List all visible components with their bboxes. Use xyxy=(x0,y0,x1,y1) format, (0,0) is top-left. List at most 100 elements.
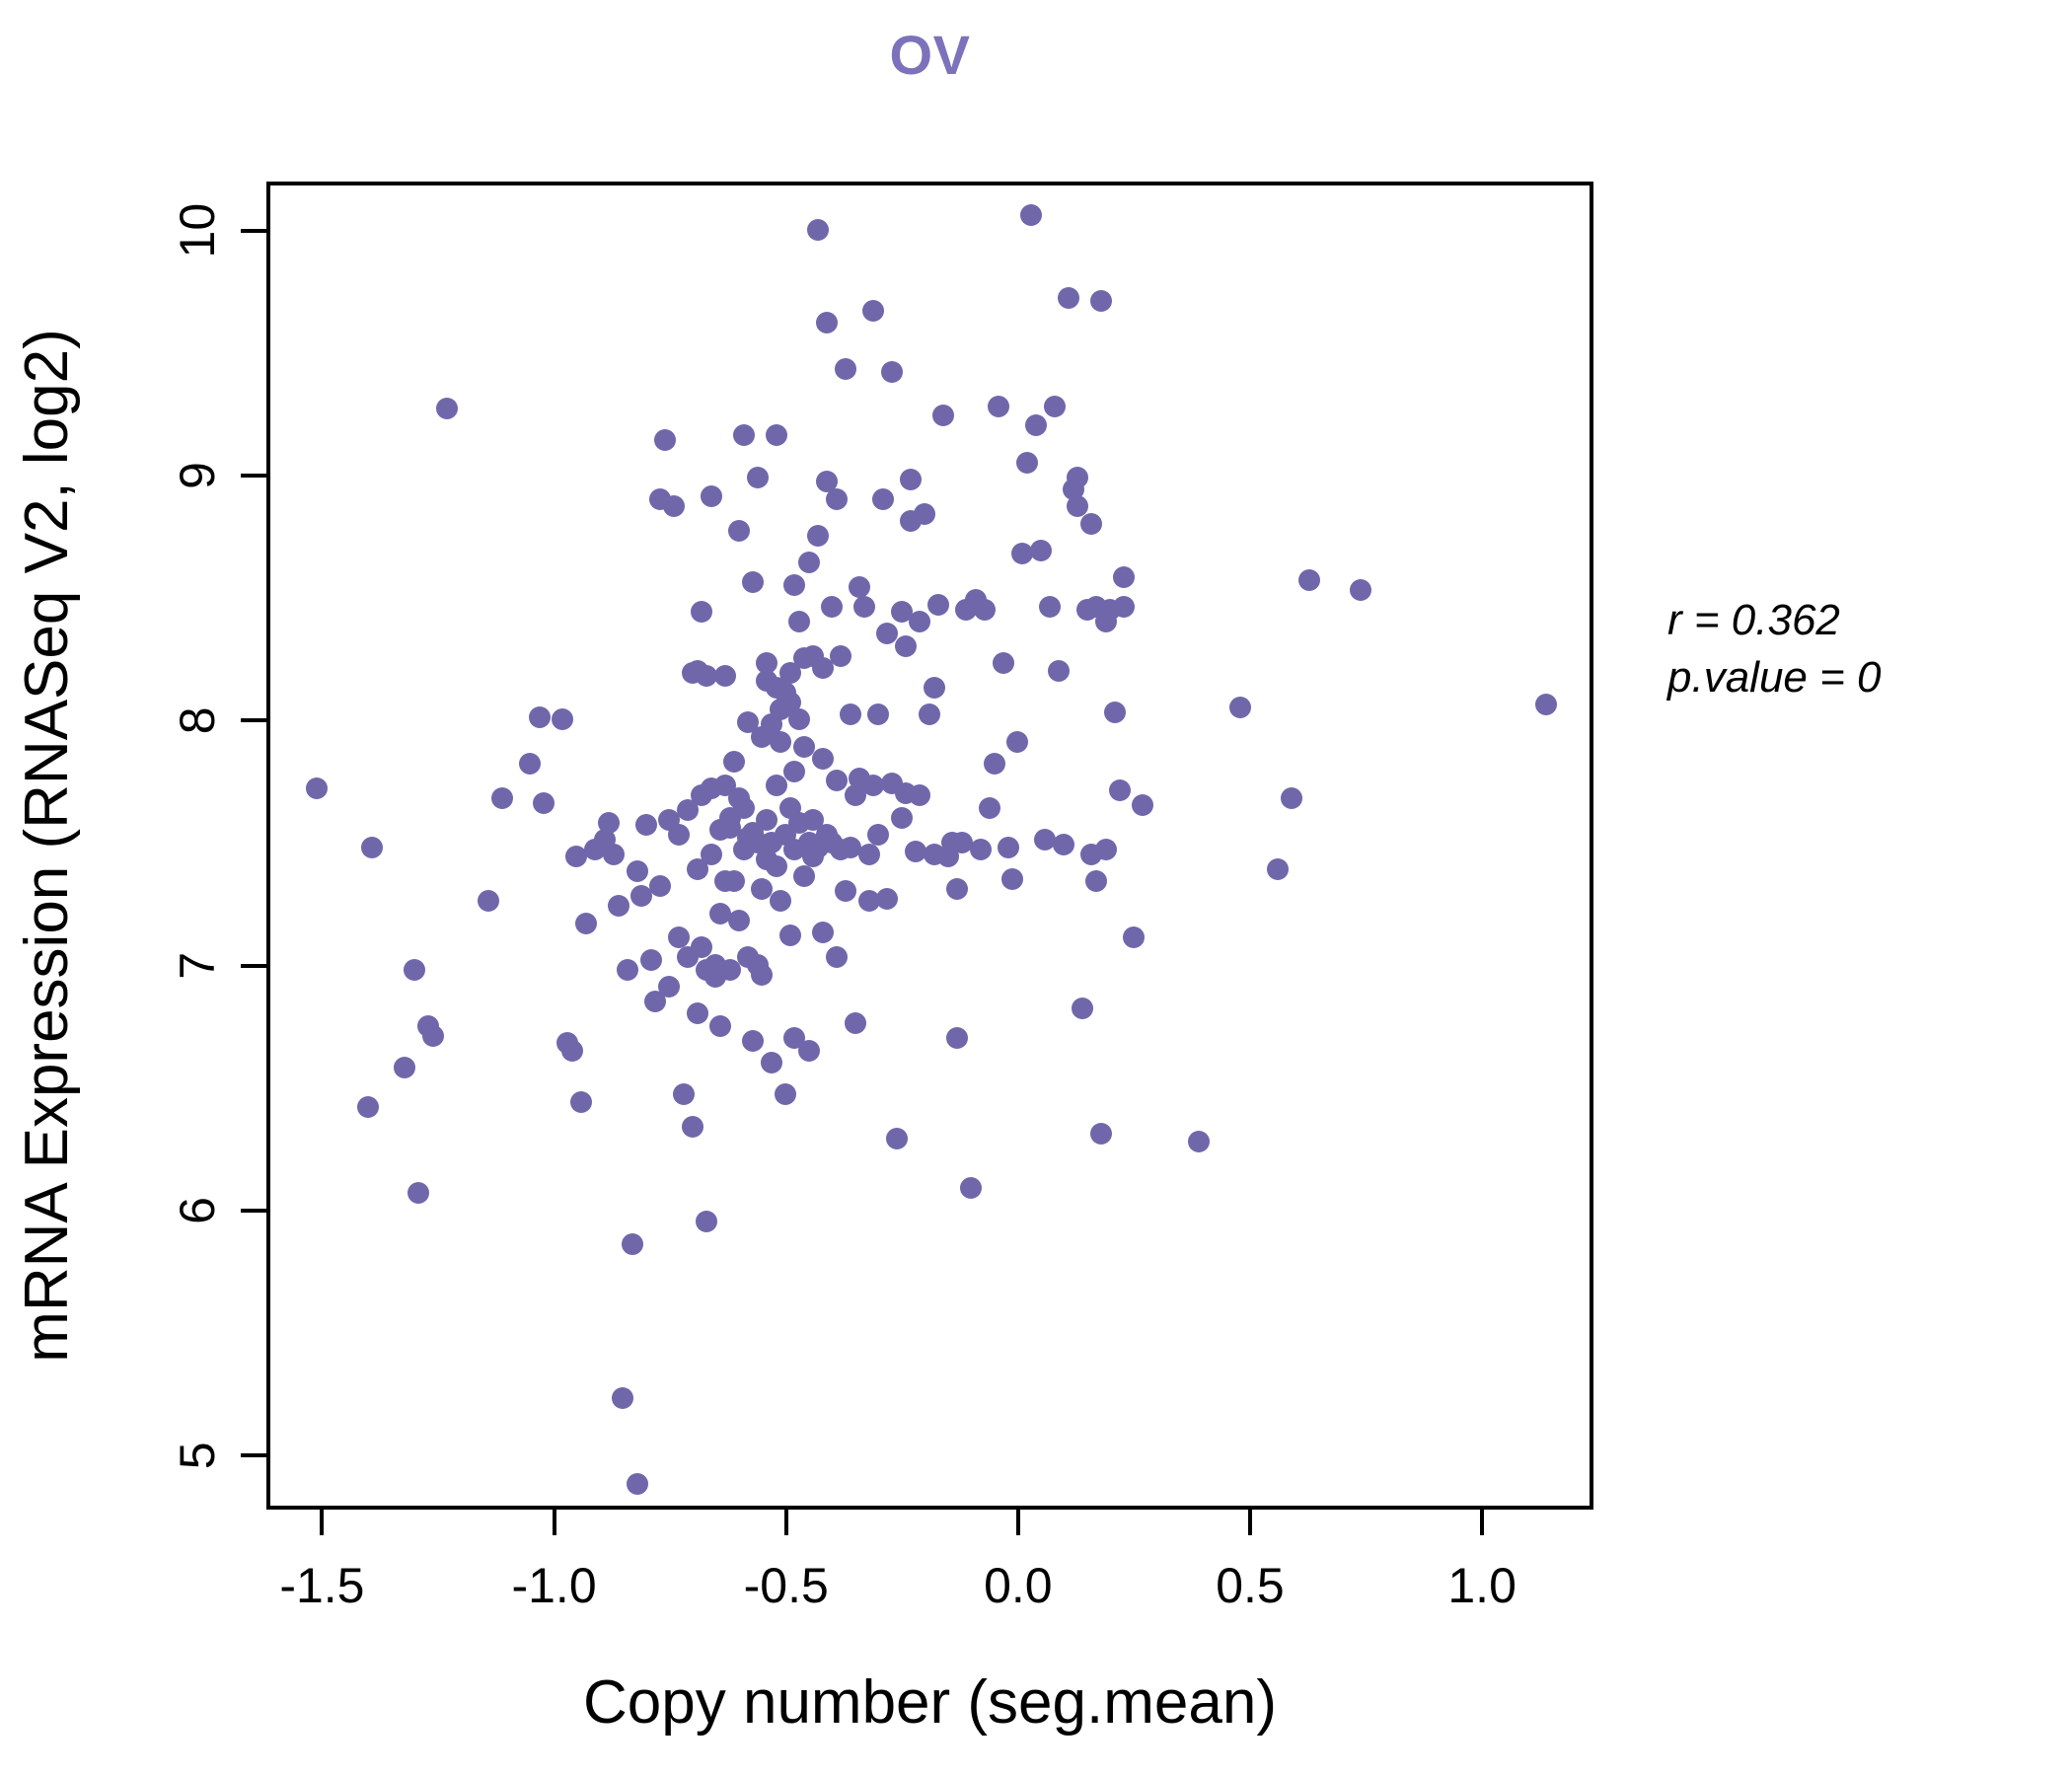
data-point xyxy=(672,1083,695,1106)
data-point xyxy=(713,664,736,687)
data-point xyxy=(306,777,329,799)
data-point xyxy=(792,865,815,888)
data-point xyxy=(607,895,629,918)
data-point xyxy=(756,809,778,832)
data-point xyxy=(709,902,732,925)
data-point xyxy=(835,880,857,903)
data-point xyxy=(778,924,801,946)
data-point xyxy=(639,948,662,971)
data-point xyxy=(658,976,681,999)
x-tick-label: 0.5 xyxy=(1216,1558,1285,1613)
data-point xyxy=(1103,701,1126,723)
data-point xyxy=(1094,839,1117,860)
data-point xyxy=(407,1181,430,1204)
data-point xyxy=(686,857,708,880)
data-point xyxy=(1350,578,1372,601)
y-tick-label: 8 xyxy=(170,706,225,735)
data-point xyxy=(603,843,625,865)
data-point xyxy=(700,843,722,865)
data-point xyxy=(760,1052,782,1074)
data-point xyxy=(718,816,741,839)
data-point xyxy=(988,395,1010,417)
data-point xyxy=(1108,779,1131,802)
data-point xyxy=(811,922,834,944)
data-point xyxy=(876,623,899,645)
data-point xyxy=(890,601,913,624)
data-point xyxy=(931,405,954,427)
data-point xyxy=(617,958,639,981)
data-point xyxy=(867,824,890,847)
data-point xyxy=(630,885,653,908)
data-point xyxy=(871,487,894,510)
data-point xyxy=(1034,829,1057,851)
data-point xyxy=(1122,926,1145,949)
y-tick-mark xyxy=(241,474,266,478)
data-point xyxy=(1067,466,1089,488)
data-point xyxy=(895,634,918,657)
x-tick-label: 0.0 xyxy=(984,1558,1053,1613)
y-tick-mark xyxy=(241,718,266,723)
data-point xyxy=(825,487,848,510)
data-point xyxy=(946,877,968,900)
data-point xyxy=(788,611,811,633)
data-point xyxy=(746,466,769,488)
data-point xyxy=(361,836,384,858)
data-point xyxy=(857,843,880,865)
data-point xyxy=(667,926,690,949)
data-point xyxy=(783,760,806,782)
data-point xyxy=(923,677,945,700)
data-point xyxy=(927,593,950,616)
data-point xyxy=(478,890,500,913)
data-point xyxy=(696,1211,718,1233)
data-point xyxy=(993,652,1015,675)
data-point xyxy=(742,1029,765,1052)
data-point xyxy=(867,703,890,726)
data-point xyxy=(1039,596,1062,619)
data-point xyxy=(849,576,871,599)
data-point xyxy=(811,748,834,771)
data-point xyxy=(626,1473,648,1496)
data-point xyxy=(778,662,801,685)
data-point xyxy=(802,809,825,832)
x-tick-mark xyxy=(783,1510,788,1535)
data-point xyxy=(1187,1130,1210,1152)
data-point xyxy=(667,824,690,847)
data-point xyxy=(751,877,774,900)
data-point xyxy=(811,657,834,680)
data-point xyxy=(598,811,621,834)
data-point xyxy=(732,796,755,819)
data-point xyxy=(792,735,815,758)
data-point xyxy=(765,775,787,797)
data-point xyxy=(1057,287,1079,310)
data-point xyxy=(1080,512,1103,535)
data-point xyxy=(663,495,686,518)
data-point xyxy=(1089,1123,1112,1146)
x-tick-label: -0.5 xyxy=(743,1558,829,1613)
data-point xyxy=(519,753,542,776)
data-point xyxy=(950,831,973,853)
y-tick-label: 7 xyxy=(170,951,225,980)
data-point xyxy=(825,946,848,969)
data-point xyxy=(1020,203,1043,226)
y-tick-label: 9 xyxy=(170,462,225,489)
data-point xyxy=(491,786,514,809)
data-point xyxy=(653,429,676,452)
data-point xyxy=(914,502,936,525)
data-point xyxy=(806,218,829,241)
data-point xyxy=(839,836,861,858)
data-point xyxy=(960,1176,983,1199)
data-point xyxy=(816,471,839,493)
data-point xyxy=(909,611,931,633)
x-tick-label: 1.0 xyxy=(1447,1558,1517,1613)
y-tick-label: 5 xyxy=(170,1442,225,1470)
data-point xyxy=(533,791,555,814)
data-point xyxy=(969,839,992,860)
data-point xyxy=(844,1012,866,1035)
pvalue-value: p.value = 0 xyxy=(1667,653,1882,703)
data-point xyxy=(1113,566,1136,589)
data-point xyxy=(844,784,866,807)
x-tick-mark xyxy=(1247,1510,1252,1535)
data-point xyxy=(1024,414,1047,437)
data-point xyxy=(974,598,997,621)
